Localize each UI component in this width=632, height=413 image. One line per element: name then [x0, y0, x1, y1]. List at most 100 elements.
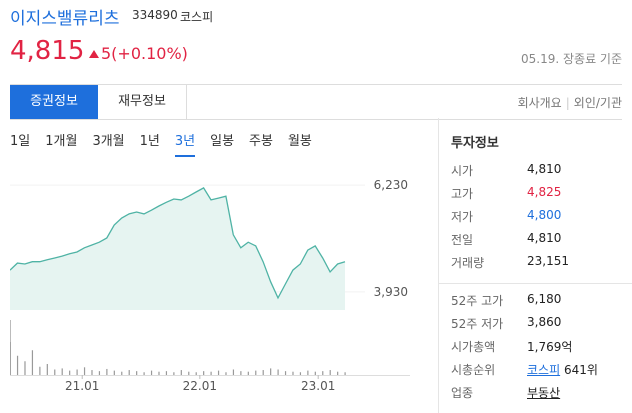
info-value: 4,810: [527, 162, 562, 176]
info-title: 투자정보: [451, 136, 499, 151]
volume-bar: [113, 370, 115, 375]
volume-bar: [76, 369, 78, 375]
period-tabs: 1일 1개월 3개월 1년 3년 일봉 주봉 월봉: [10, 130, 327, 157]
info-value: 3,860: [527, 315, 562, 329]
volume-bar: [158, 371, 160, 375]
market-link[interactable]: 코스피: [527, 363, 561, 377]
info-key: 고가: [451, 187, 474, 201]
info-key: 업종: [451, 386, 474, 400]
info-value: 코스피 641위: [527, 361, 598, 378]
volume-bar: [16, 355, 19, 375]
volume-bar: [98, 371, 101, 375]
info-value: 23,151: [527, 254, 569, 268]
period-tab[interactable]: 월봉: [287, 134, 312, 149]
info-value: 4,810: [527, 231, 562, 245]
info-value: 1,769억: [527, 340, 573, 354]
volume-bar: [121, 371, 123, 375]
volume-bar: [165, 371, 168, 375]
volume-bar: [150, 370, 153, 375]
info-panel: 투자정보 시가 4,810 고가 4,825 저가 4,800 전일 4,810 거래량 23,1…: [438, 118, 632, 413]
volume-bar: [262, 370, 264, 375]
volume-bar: [240, 371, 242, 375]
volume-bar: [322, 371, 324, 375]
price-area: [10, 187, 345, 310]
info-key: 전일: [451, 233, 474, 247]
volume-bar: [337, 371, 339, 375]
period-tab[interactable]: 주봉: [249, 134, 273, 149]
info-key: 거래량: [451, 256, 485, 270]
volume-bar: [91, 370, 93, 375]
volume-bar: [39, 366, 41, 375]
x-tick-label: 21.01: [65, 379, 99, 393]
volume-bar: [255, 370, 257, 375]
volume-bar: [173, 372, 175, 375]
link[interactable]: 회사개요: [517, 96, 562, 110]
current-price: 4,815: [10, 36, 85, 66]
tab[interactable]: 증권정보: [10, 85, 98, 119]
info-key: 52주 고가: [451, 294, 504, 308]
period-tab[interactable]: 일봉: [210, 134, 235, 149]
period-tab[interactable]: 3개월: [92, 134, 125, 149]
link[interactable]: 외인/기관: [573, 96, 622, 110]
period-tab[interactable]: 1년: [139, 134, 160, 149]
volume-bar: [232, 369, 235, 375]
chart: 6,230 3,930 21.01 22.01 23.01: [10, 160, 410, 393]
volume-bar: [344, 372, 346, 375]
volume-bar: [225, 372, 227, 375]
volume-bar: [307, 370, 309, 375]
as-of: 05.19. 장종료 기준: [521, 52, 622, 66]
x-tick-label: 23.01: [301, 379, 335, 393]
volume-bar: [277, 369, 279, 375]
volume-bar: [69, 370, 71, 375]
period-tab[interactable]: 1일: [10, 134, 31, 149]
volume-bar: [284, 371, 287, 375]
volume-bar: [299, 372, 302, 375]
volume-bar: [210, 371, 212, 375]
info-value: 4,800: [527, 208, 562, 222]
volume-bar: [188, 371, 190, 375]
info-value: 4,825: [527, 185, 562, 199]
info-key: 저가: [451, 210, 474, 224]
volume-bar: [10, 342, 11, 375]
links: 회사개요 | 외인/기관: [518, 94, 622, 111]
market: 코스피: [180, 10, 214, 24]
volume-bar: [31, 350, 34, 375]
volume-bar: [314, 371, 316, 375]
x-tick-label: 22.01: [183, 379, 217, 393]
price-change: 5(+0.10%): [101, 44, 188, 63]
volume-bar: [143, 372, 145, 375]
stock-name[interactable]: 이지스밸류리츠: [10, 9, 120, 29]
volume-bar: [270, 368, 272, 375]
volume-bar: [61, 368, 63, 375]
info-key: 시가: [451, 164, 474, 178]
info-key: 시총순위: [451, 363, 496, 377]
period-tab[interactable]: 1개월: [45, 134, 78, 149]
price-line: [10, 187, 346, 300]
info-key: 시가총액: [451, 340, 496, 354]
volume-bar: [83, 367, 86, 375]
rank: 641위: [563, 363, 598, 377]
volume-bar: [24, 361, 26, 375]
volume-bar: [54, 369, 56, 375]
volume-bar: [106, 368, 108, 375]
separator: |: [565, 96, 570, 110]
stock-code: 334890: [132, 8, 178, 22]
volume-bar: [292, 371, 294, 375]
volume-bar: [195, 372, 197, 375]
volume-bar: [203, 371, 205, 375]
volume-bar: [247, 371, 249, 375]
volume-bar: [180, 370, 182, 375]
tab[interactable]: 재무정보: [98, 85, 187, 119]
period-tab[interactable]: 3년: [174, 130, 196, 157]
divider: [439, 283, 632, 284]
info-value: 6,180: [527, 292, 562, 306]
info-key: 52주 저가: [451, 317, 504, 331]
up-arrow: [89, 50, 99, 58]
info-value[interactable]: 부동산: [527, 386, 561, 400]
volume-bar: [329, 370, 331, 375]
y-tick-label: 3,930: [374, 285, 408, 299]
volume-bar: [46, 364, 48, 375]
volume-bar: [128, 370, 130, 375]
volume-bar: [217, 370, 220, 375]
